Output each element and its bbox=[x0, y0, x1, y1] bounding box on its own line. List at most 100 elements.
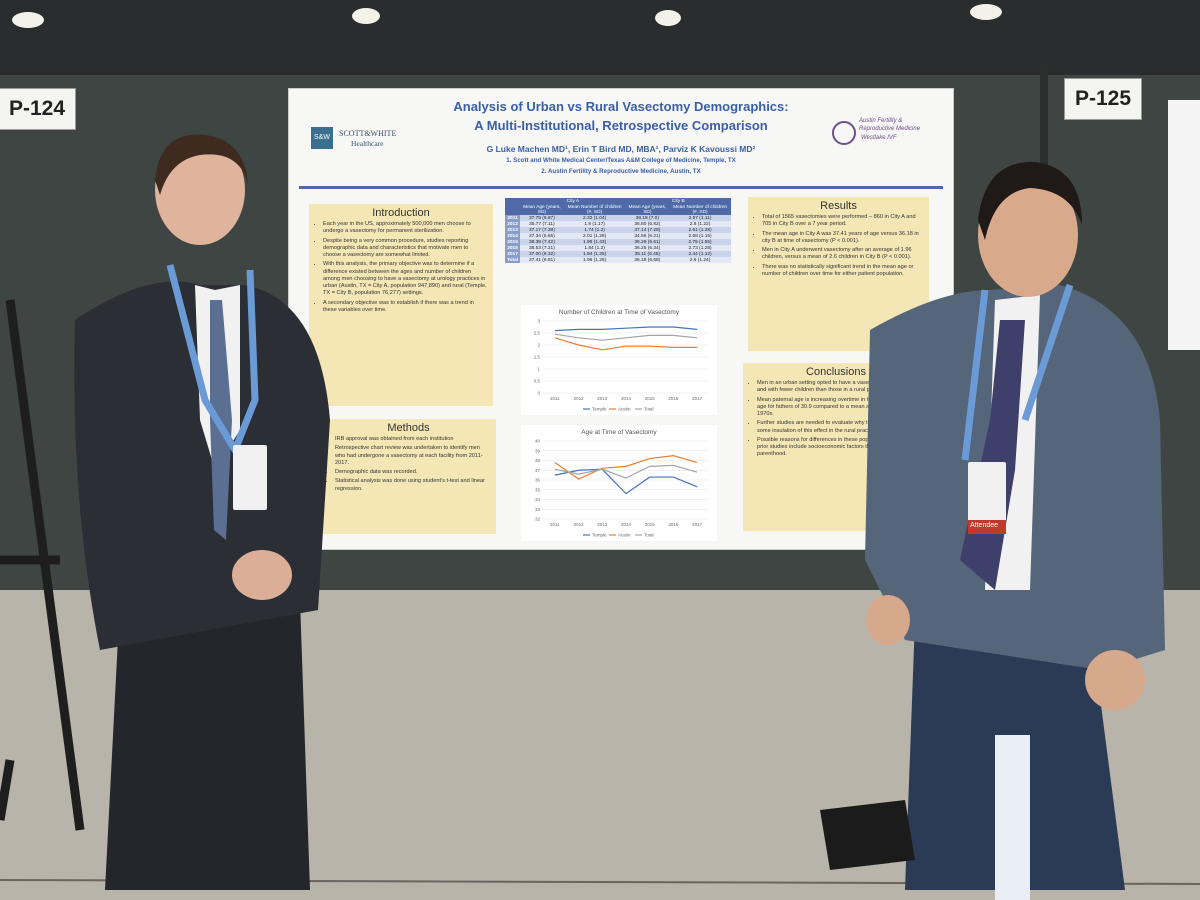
table-cell: 37.14 (7.29) bbox=[625, 227, 670, 233]
bag bbox=[820, 800, 915, 870]
y-tick-label: 36 bbox=[535, 478, 541, 483]
rule bbox=[299, 186, 943, 189]
table-row: 2016 38.53 (7.21) 1.84 (1.2) 36.25 (6.34) 2.… bbox=[505, 245, 731, 251]
table-cell: 2017 bbox=[505, 251, 521, 257]
table-cell: 2.32 (1.04) bbox=[563, 215, 626, 221]
bullet-list: IRB approval was obtained from each inst… bbox=[321, 436, 496, 493]
y-tick-label: 35 bbox=[535, 487, 541, 492]
section-heading: Conclusions bbox=[806, 366, 866, 378]
bullet: Each year in the US, approximately 500,0… bbox=[323, 221, 487, 236]
table-cell: 35.77 (7.11) bbox=[520, 221, 564, 227]
authors: G Luke Machen MD¹, Erin T Bird MD, MBA¹,… bbox=[486, 144, 756, 154]
poster-title: A Multi-Institutional, Retrospective Com… bbox=[474, 118, 768, 133]
x-tick-label: 2012 bbox=[574, 396, 585, 401]
logo-text: Reproductive Medicine bbox=[859, 126, 921, 132]
badge-label: Attendee bbox=[970, 522, 999, 529]
logo-text: Healthcare bbox=[351, 139, 384, 148]
table-row: Total 37.41 (6.81) 1.96 (1.25) 36.18 (6.68)… bbox=[505, 257, 731, 263]
x-tick-label: 2015 bbox=[645, 396, 656, 401]
legend-label: Austin bbox=[618, 407, 631, 412]
table-cell: 37.17 (7.38) bbox=[520, 227, 564, 233]
y-tick-label: 2 bbox=[537, 343, 540, 348]
bullet: There was no statistically significant t… bbox=[762, 264, 923, 279]
section: Results Total of 1565 vasectomies were pe… bbox=[748, 197, 929, 351]
table-cell: 37.00 (6.32) bbox=[520, 251, 564, 257]
bullet: Men in an urban setting opted to have a … bbox=[757, 380, 923, 395]
table-cell: 38.38 (7.42) bbox=[520, 239, 564, 245]
bullet: A secondary objective was to establish i… bbox=[323, 300, 487, 315]
x-tick-label: 2017 bbox=[692, 396, 703, 401]
x-tick-label: 2014 bbox=[621, 522, 632, 527]
y-tick-label: 38 bbox=[535, 458, 541, 463]
bullet: Despite being a very common procedure, s… bbox=[323, 238, 487, 260]
table-cell: 2013 bbox=[505, 227, 521, 233]
poster-title: Analysis of Urban vs Rural Vasectomy Dem… bbox=[453, 99, 789, 114]
header-cell: Mean Age (years, SD) bbox=[520, 204, 564, 215]
table-cell: 1.96 (1.25) bbox=[563, 257, 626, 263]
table-cell: 2.6 (1.22) bbox=[669, 221, 731, 227]
y-tick-label: 0.5 bbox=[534, 379, 541, 384]
header-cell: City A bbox=[520, 198, 626, 204]
legend-label: Total bbox=[644, 533, 654, 538]
ceiling-lights bbox=[12, 4, 1002, 28]
x-tick-label: 2012 bbox=[574, 522, 585, 527]
table-cell: 2.01 (1.28) bbox=[563, 233, 626, 239]
y-tick-label: 40 bbox=[535, 439, 541, 444]
series-line bbox=[554, 326, 698, 332]
table-cell: 36.18 (6.68) bbox=[625, 257, 670, 263]
header-cell: Mean Number of children (#, SD) bbox=[563, 204, 626, 215]
series-line bbox=[554, 455, 698, 480]
table-cell: 2.75 (1.55) bbox=[669, 239, 731, 245]
table-cell: 2.73 (1.28) bbox=[669, 245, 731, 251]
header-cell bbox=[505, 204, 521, 215]
table-cell: 2012 bbox=[505, 221, 521, 227]
table-cell: 2.61 (1.28) bbox=[669, 227, 731, 233]
series-line bbox=[554, 337, 698, 351]
table-cell: Total bbox=[505, 257, 521, 263]
bullet: Possible reasons for differences in thes… bbox=[757, 437, 923, 459]
chart: Age at Time of Vasectomy 32 33 34 35 36 37 38 39… bbox=[521, 425, 717, 541]
x-tick-label: 2011 bbox=[550, 396, 560, 401]
legend-label: Temple bbox=[592, 533, 607, 538]
bullet: Further studies are needed to evaluate w… bbox=[757, 420, 923, 435]
bullet: Men in City A underwent vasectomy after … bbox=[762, 247, 923, 262]
logo-mark bbox=[832, 121, 856, 145]
chart-title: Age at Time of Vasectomy bbox=[581, 429, 657, 436]
y-tick-label: 32 bbox=[535, 517, 541, 522]
legend-label: Temple bbox=[592, 407, 607, 412]
table-cell: 36.26 (5.61) bbox=[625, 239, 670, 245]
header-row: City A City B bbox=[505, 198, 731, 204]
table-cell: 34.56 (6.21) bbox=[625, 233, 670, 239]
easel bbox=[0, 299, 85, 831]
table-cell: 2011 bbox=[505, 215, 521, 221]
y-tick-label: 37 bbox=[535, 468, 541, 473]
table-cell: 2016 bbox=[505, 245, 521, 251]
table-cell: 1.9 (1.17) bbox=[563, 221, 626, 227]
data-table: City A City B Mean Age (years, SD) Mean Num… bbox=[505, 198, 731, 263]
booth-sign: P-125 bbox=[1064, 78, 1143, 120]
table-cell: 37.41 (6.81) bbox=[520, 257, 564, 263]
table-cell: 2.44 (1.12) bbox=[669, 251, 731, 257]
header-cell bbox=[505, 198, 521, 204]
section: Methods IRB approval was obtained from ea… bbox=[321, 419, 496, 534]
table-row: 2015 38.38 (7.42) 1.96 (1.43) 36.26 (5.61) 2… bbox=[505, 239, 731, 245]
bullet: Mean paternal age is increasing overtime… bbox=[757, 397, 923, 419]
section-heading: Results bbox=[820, 200, 857, 212]
x-tick-label: 2015 bbox=[645, 522, 656, 527]
series-line bbox=[554, 468, 698, 495]
legend-label: Austin bbox=[618, 533, 631, 538]
y-tick-label: 34 bbox=[535, 497, 541, 502]
y-tick-label: 0 bbox=[537, 391, 540, 396]
header-cell: Mean Age (years, SD) bbox=[625, 204, 670, 215]
table-cell: 38.53 (7.21) bbox=[520, 245, 564, 251]
y-tick-label: 3 bbox=[537, 319, 540, 324]
bullet-list: Each year in the US, approximately 500,0… bbox=[309, 221, 493, 314]
x-tick-label: 2011 bbox=[550, 522, 560, 527]
x-tick-label: 2016 bbox=[668, 396, 679, 401]
section-heading: Methods bbox=[387, 422, 430, 434]
x-tick-label: 2013 bbox=[597, 396, 608, 401]
header-cell: Mean Number of children (#, SD) bbox=[669, 204, 731, 215]
table-cell: 1.96 (1.43) bbox=[563, 239, 626, 245]
bullet: Retrospective chart review was undertake… bbox=[335, 445, 490, 467]
